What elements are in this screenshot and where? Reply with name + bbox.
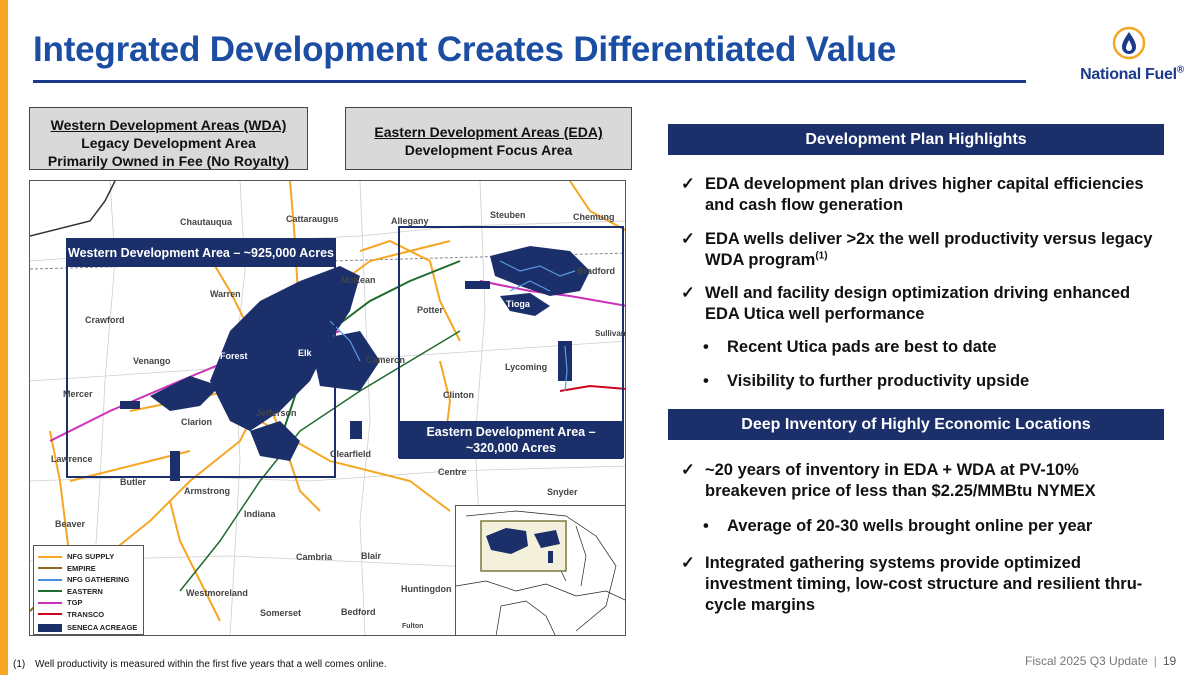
inset-graphic [456,510,625,635]
logo-wordmark: National Fuel® [1080,64,1184,83]
legend-swatch [38,613,62,616]
county-label: Cameron [366,355,406,365]
inventory-item: ✓ Integrated gathering systems provide op… [681,554,1143,614]
seneca-acreage-eda [465,246,590,381]
county-label: Lawrence [51,454,93,464]
county-label: Bedford [341,607,376,617]
county-label: Venango [133,356,171,366]
county-label: Centre [438,467,467,477]
check-icon: ✓ [681,284,695,302]
wda-info-box: Western Development Areas (WDA) Legacy D… [29,107,308,170]
county-label: McKean [341,275,376,285]
county-label: Clarion [181,417,213,427]
bullet-dot-icon: • [703,338,709,356]
locator-inset-map [455,505,625,635]
county-label: Cattaraugus [286,214,339,224]
county-label: Chemung [573,212,615,222]
county-label: Blair [361,551,382,561]
page-title: Integrated Development Creates Different… [33,30,897,69]
title-divider [33,80,1026,83]
county-label: Somerset [260,608,302,618]
footer-label: Fiscal 2025 Q3 Update [1025,654,1148,668]
inventory-header: Deep Inventory of Highly Economic Locati… [668,409,1164,440]
page-number: 19 [1162,654,1177,668]
highlight-sub-item: • Recent Utica pads are best to date [703,338,997,356]
eda-acreage-label: Eastern Development Area – ~320,000 Acre… [399,421,623,459]
slide-footer: Fiscal 2025 Q3 Update | 19 [1025,654,1177,668]
wda-box-note: Primarily Owned in Fee (No Royalty) [47,153,290,169]
wda-box-title: Western Development Areas (WDA) [50,117,287,133]
county-label: Beaver [55,519,86,529]
county-label: Sullivan [595,329,626,338]
county-label: Cambria [296,552,333,562]
county-label: Snyder [547,487,578,497]
county-label: Huntingdon [401,584,452,594]
county-label: Mercer [63,389,93,399]
legend-item: NFG SUPPLY [38,551,139,563]
check-icon: ✓ [681,175,695,193]
company-logo: National Fuel® [1074,26,1190,88]
check-icon: ✓ [681,461,695,479]
bullet-dot-icon: • [703,372,709,390]
county-label: Steuben [490,210,526,220]
legend-item: NFG GATHERING [38,574,139,586]
county-label: Crawford [85,315,125,325]
wda-box-subtitle: Legacy Development Area [81,135,256,151]
footnote: (1) Well productivity is measured within … [13,659,387,670]
county-label: Tioga [506,299,530,309]
legend-item: EASTERN [38,586,139,598]
map-legend: NFG SUPPLY EMPIRE NFG GATHERING EASTERN … [33,545,144,635]
check-icon: ✓ [681,230,695,248]
check-icon: ✓ [681,554,695,572]
county-label: Forest [220,351,248,361]
legend-swatch [38,555,62,558]
legend-swatch [38,623,62,632]
highlight-item: ✓ Well and facility design optimization d… [681,284,1131,323]
lake-shoreline [30,181,116,237]
transco-line [559,384,625,392]
legend-swatch [38,567,62,570]
county-label: Elk [298,348,312,358]
county-label: Fulton [402,623,424,630]
legend-swatch [38,590,62,593]
county-label: Clinton [443,390,474,400]
highlight-sub-item: • Visibility to further productivity upsi… [703,372,1030,390]
wda-acreage-label: Western Development Area – ~925,000 Acre… [67,239,335,267]
legend-item: SENECA ACREAGE [38,622,139,634]
county-label: Warren [210,289,241,299]
county-label: Bradford [577,266,615,276]
eastern-line-2 [179,330,461,592]
eda-box-title: Eastern Development Areas (EDA) [374,124,603,140]
legend-item: TRANSCO [38,609,139,621]
inventory-item: ✓ ~20 years of inventory in EDA + WDA at … [681,461,1096,500]
county-label: Clearfield [330,449,372,459]
county-label: Lycoming [505,362,548,372]
county-label: Indiana [244,509,276,519]
county-label: Armstrong [184,486,231,496]
inventory-sub-item: • Average of 20-30 wells brought online p… [703,517,1093,535]
county-label: Allegany [391,216,429,226]
eda-info-box: Eastern Development Areas (EDA) Developm… [345,107,632,170]
accent-bar [0,0,8,675]
bullet-dot-icon: • [703,517,709,535]
highlight-item: ✓ EDA wells deliver >2x the well producti… [681,230,1153,269]
legend-swatch [38,601,62,604]
flame-drop-icon [1112,26,1146,60]
highlights-header: Development Plan Highlights [668,124,1164,155]
highlight-item: ✓ EDA development plan drives higher capi… [681,175,1144,214]
footnote-ref: (1) [815,250,828,262]
county-label: Westmoreland [186,588,248,598]
legend-item: TGP [38,597,139,609]
legend-swatch [38,578,62,581]
legend-item: EMPIRE [38,563,139,575]
county-label: Chautauqua [180,217,233,227]
county-label: Jefferson [256,408,297,418]
development-map: Chautauqua Cattaraugus Allegany Steuben … [29,180,626,636]
seneca-acreage-wda [120,266,380,481]
nfg-gathering-lines [329,260,576,392]
county-label: Potter [417,305,444,315]
eda-box-subtitle: Development Focus Area [404,142,573,158]
county-label: Butler [120,477,147,487]
